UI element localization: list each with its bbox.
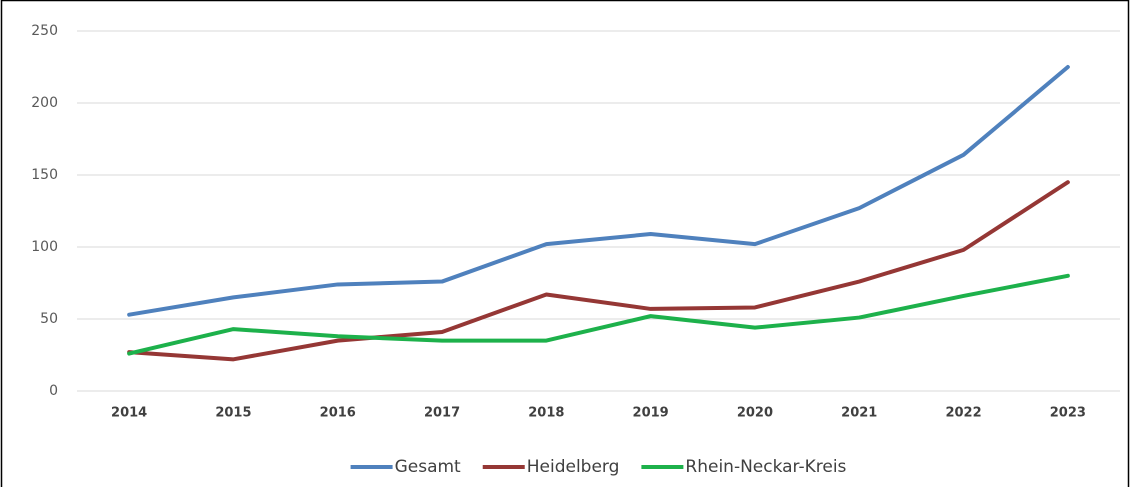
x-tick-label: 2017 [424, 406, 460, 421]
legend-label: Rhein-Neckar-Kreis [685, 457, 846, 477]
legend-label: Gesamt [395, 457, 461, 477]
x-tick-label: 2023 [1050, 406, 1086, 421]
y-tick-label: 250 [31, 23, 58, 39]
x-tick-label: 2016 [320, 406, 356, 421]
x-tick-label: 2021 [841, 406, 877, 421]
y-tick-label: 0 [49, 383, 58, 399]
series-line [127, 65, 1070, 317]
x-tick-label: 2020 [737, 406, 773, 421]
y-tick-label: 50 [40, 311, 58, 327]
y-tick-label: 150 [31, 167, 58, 183]
x-tick-label: 2019 [633, 406, 669, 421]
x-tick-label: 2014 [111, 406, 147, 421]
series-line [127, 180, 1070, 362]
y-tick-label: 100 [31, 239, 58, 255]
legend: Gesamt Heidelberg Rhein-Neckar-Kreis [350, 457, 847, 477]
series-line [127, 273, 1070, 356]
y-tick-label: 200 [31, 95, 58, 111]
x-tick-label: 2018 [528, 406, 564, 421]
legend-label: Heidelberg [527, 457, 620, 477]
x-tick-label: 2015 [215, 406, 251, 421]
x-tick-label: 2022 [945, 406, 981, 421]
